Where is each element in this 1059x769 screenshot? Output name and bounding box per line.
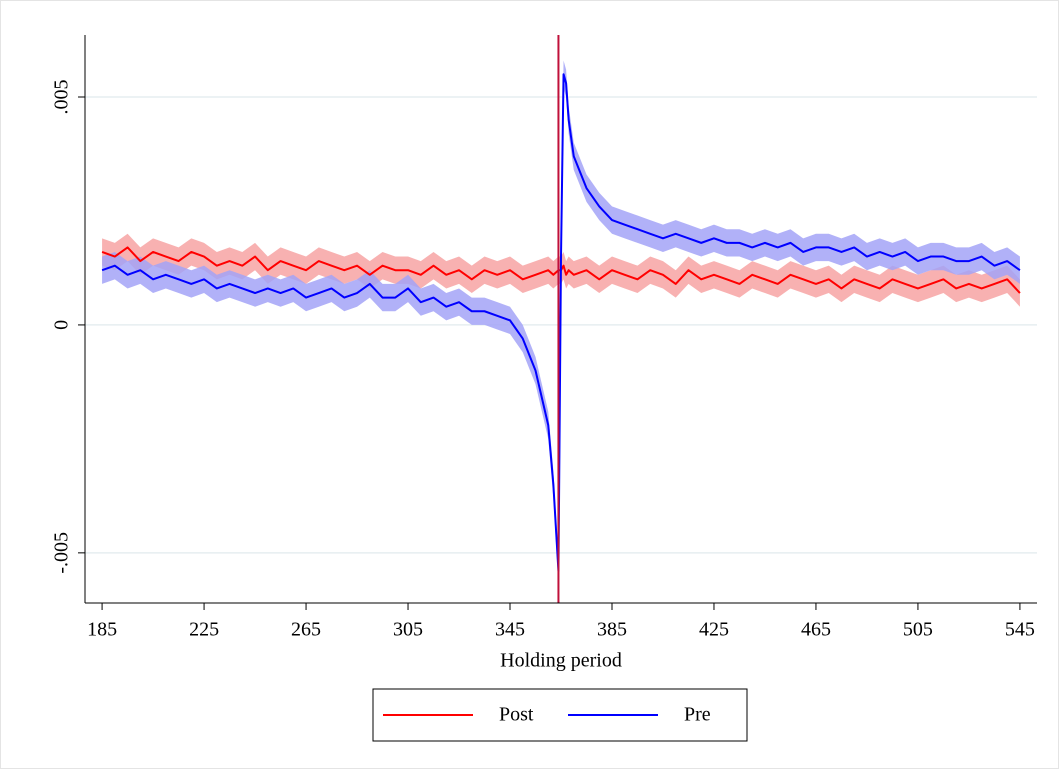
y-tick-label: -.005 (51, 532, 73, 574)
x-tick-label: 385 (597, 619, 627, 641)
series-line (101, 246, 1021, 294)
x-tick-label: 465 (801, 619, 831, 641)
x-tick-label: 545 (1005, 619, 1035, 641)
x-axis-label: Holding period (500, 650, 622, 672)
x-tick-label: 225 (189, 619, 219, 641)
x-tick-label: 425 (699, 619, 729, 641)
x-tick-label: 265 (291, 619, 321, 641)
x-tick-label: 185 (87, 619, 117, 641)
series-line (101, 73, 1021, 573)
y-tick-label: 0 (51, 320, 73, 330)
x-tick-label: 505 (903, 619, 933, 641)
legend-label: Post (499, 704, 534, 726)
x-tick-label: 305 (393, 619, 423, 641)
y-tick-label: .005 (51, 79, 73, 114)
x-tick-label: 345 (495, 619, 525, 641)
legend-label: Pre (684, 704, 711, 726)
